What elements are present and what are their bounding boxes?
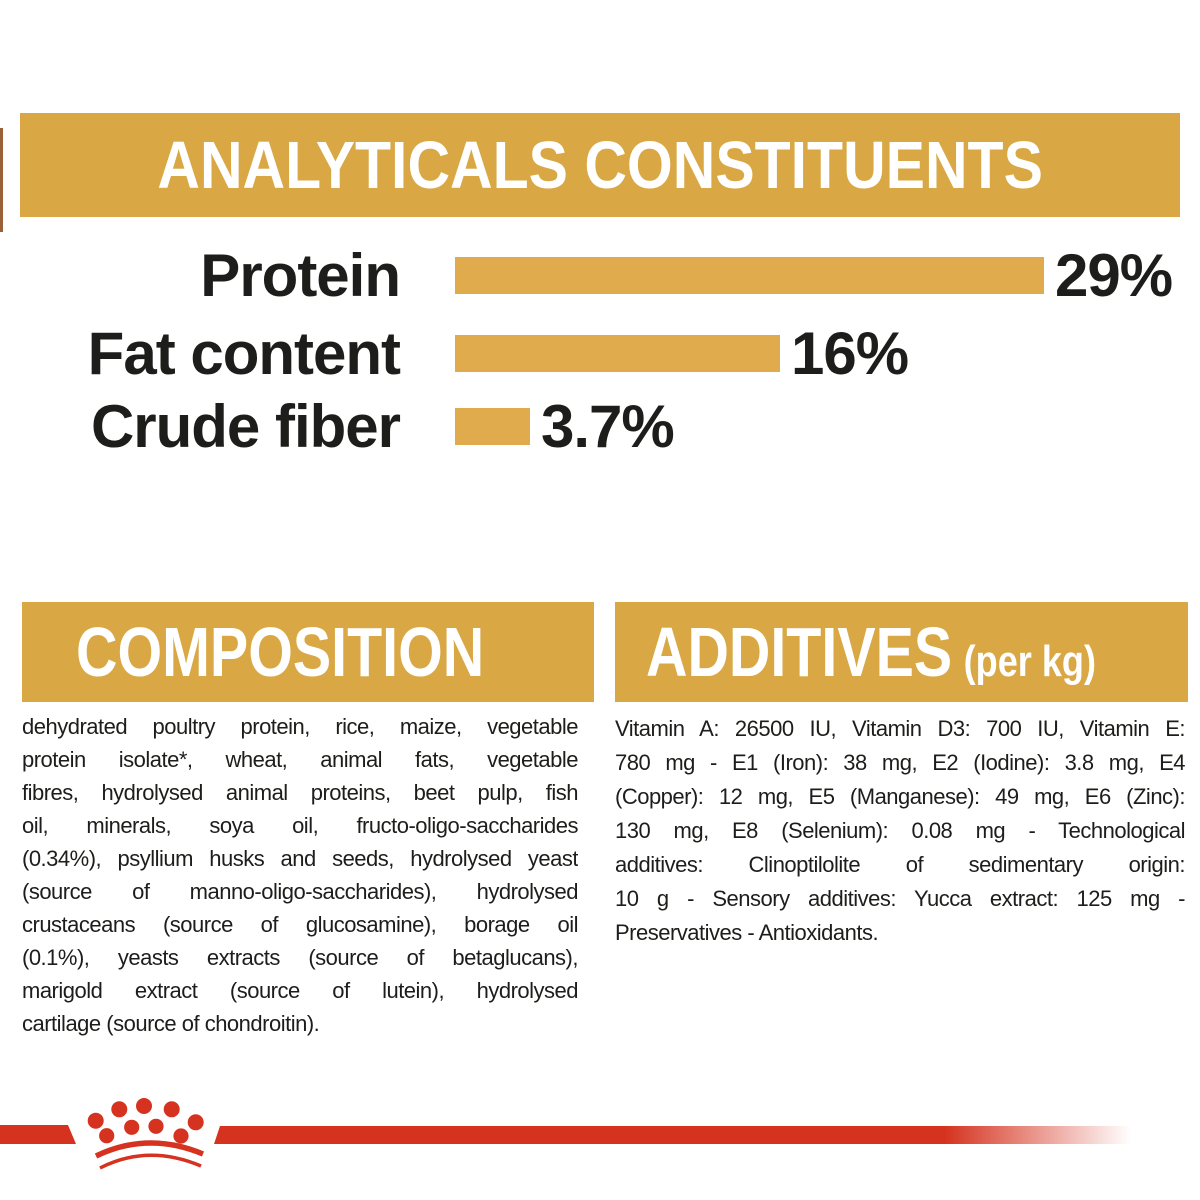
left-edge-artifact — [0, 128, 3, 232]
composition-text: dehydrated poultry protein, rice, maize,… — [22, 710, 578, 1040]
additives-text: Vitamin A: 26500 IU, Vitamin D3: 700 IU,… — [615, 712, 1185, 950]
text-line: 10 g - Sensory additives: Yucca extract:… — [615, 886, 1185, 911]
royal-canin-crown-logo — [87, 1098, 205, 1170]
text-line: additives: Clinoptilolite of sedimentary… — [615, 852, 1185, 877]
text-line: Preservatives - Antioxidants. — [615, 920, 879, 945]
bar-row: Crude fiber 3.7% — [0, 393, 1200, 460]
text-line: 130 mg, E8 (Selenium): 0.08 mg - Technol… — [615, 818, 1185, 843]
bar-value: 16% — [791, 319, 909, 387]
composition-header-band: COMPOSITION — [22, 602, 594, 702]
text-line: protein isolate*, wheat, animal fats, ve… — [22, 747, 578, 772]
analyticals-title: ANALYTICALS CONSTITUENTS — [157, 127, 1043, 203]
bar — [455, 256, 1044, 294]
text-line: crustaceans (source of glucosamine), bor… — [22, 912, 578, 937]
composition-title: COMPOSITION — [76, 613, 485, 691]
crown-outer-dots — [87, 1098, 204, 1131]
bar-row: Fat content 16% — [0, 320, 1200, 387]
text-line: dehydrated poultry protein, rice, maize,… — [22, 714, 578, 739]
bar-value: 29% — [1055, 241, 1173, 309]
bar-label: Fat content — [87, 319, 401, 387]
crown-inner-dots — [99, 1118, 189, 1144]
additives-title: ADDITIVES (per kg) — [646, 612, 1096, 692]
bar — [455, 407, 530, 445]
text-line: (source of manno-oligo-saccharides), hyd… — [22, 879, 578, 904]
text-line: cartilage (source of chondroitin). — [22, 1011, 320, 1036]
text-line: oil, minerals, soya oil, fructo-oligo-sa… — [22, 813, 578, 838]
bar-label: Crude fiber — [90, 392, 401, 460]
footer-stripe-right — [214, 1126, 1200, 1144]
footer-stripe-left — [0, 1125, 76, 1144]
text-line: (0.34%), psyllium husks and seeds, hydro… — [22, 846, 578, 871]
nutrition-bar-chart: Protein 29% Fat content 16% Crude fiber 3.7% — [0, 0, 1200, 470]
text-line: Vitamin A: 26500 IU, Vitamin D3: 700 IU,… — [615, 716, 1185, 741]
additives-per-kg-label: (per kg) — [963, 637, 1096, 686]
bar — [455, 334, 780, 372]
additives-title-text: ADDITIVES — [646, 613, 953, 691]
additives-header-band: ADDITIVES (per kg) — [615, 602, 1188, 702]
bar-row: Protein 29% — [0, 242, 1200, 309]
text-line: (Copper): 12 mg, E5 (Manganese): 49 mg, … — [615, 784, 1185, 809]
analyticals-header-band: ANALYTICALS CONSTITUENTS — [20, 113, 1180, 217]
bar-label: Protein — [200, 241, 401, 309]
text-line: fibres, hydrolysed animal proteins, beet… — [22, 780, 578, 805]
text-line: marigold extract (source of lutein), hyd… — [22, 978, 578, 1003]
crown-base-arcs — [94, 1140, 205, 1170]
bar-value: 3.7% — [541, 392, 675, 460]
text-line: (0.1%), yeasts extracts (source of betag… — [22, 945, 578, 970]
text-line: 780 mg - E1 (Iron): 38 mg, E2 (Iodine): … — [615, 750, 1185, 775]
